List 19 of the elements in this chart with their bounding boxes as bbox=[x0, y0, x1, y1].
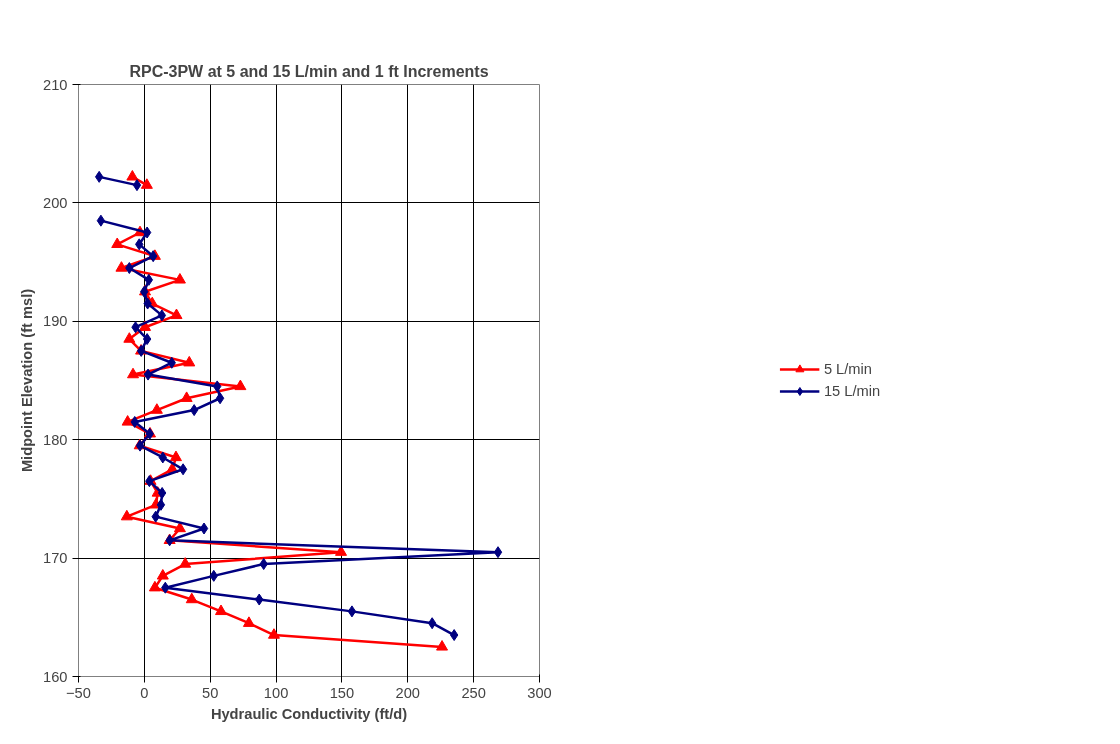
y-tick-label: 160 bbox=[43, 668, 68, 685]
x-tick-label: 300 bbox=[527, 684, 552, 701]
chart-title: RPC-3PW at 5 and 15 L/min and 1 ft Increments bbox=[129, 62, 489, 80]
legend-label: 5 L/min bbox=[823, 361, 872, 377]
legend-label: 15 L/min bbox=[823, 383, 881, 399]
x-tick-label: 100 bbox=[263, 684, 289, 701]
x-tick-label: 0 bbox=[140, 684, 149, 701]
x-tick-label: 250 bbox=[461, 684, 486, 701]
x-tick-label: 50 bbox=[202, 684, 219, 701]
y-tick-label: 180 bbox=[43, 431, 68, 448]
x-tick-label: 150 bbox=[329, 684, 355, 701]
y-tick-label: 170 bbox=[43, 550, 68, 567]
y-tick-label: 210 bbox=[43, 76, 68, 93]
x-tick-label: 200 bbox=[395, 684, 421, 701]
y-axis-title: Midpoint Elevation (ft msl) bbox=[19, 288, 36, 473]
y-tick-label: 190 bbox=[43, 313, 68, 330]
x-axis-title: Hydraulic Conductivity (ft/d) bbox=[210, 705, 408, 722]
x-tick-label: −50 bbox=[66, 684, 91, 701]
y-tick-label: 200 bbox=[43, 194, 68, 211]
